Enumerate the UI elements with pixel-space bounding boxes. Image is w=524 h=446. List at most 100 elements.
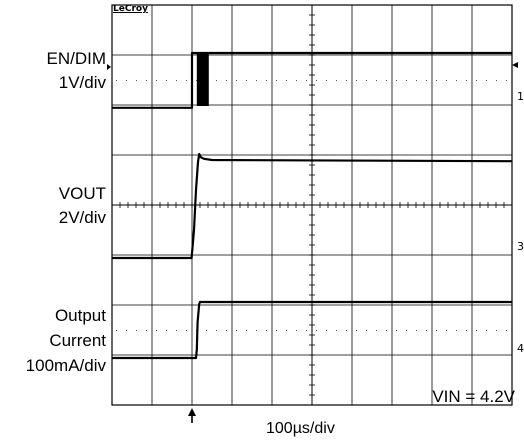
grid-dot — [166, 80, 167, 81]
grid-dot — [506, 80, 507, 81]
trigger-arrow-head — [188, 408, 196, 416]
grid-dot — [256, 80, 257, 81]
vin-annotation: VIN = 4.2V — [432, 387, 515, 406]
grid-dot — [406, 330, 407, 331]
grid-dot — [206, 330, 207, 331]
grid-dot — [196, 80, 197, 81]
grid-dot — [426, 80, 427, 81]
brand-logo: LeCroy — [113, 4, 148, 14]
grid-dot — [186, 80, 187, 81]
grid-dot — [446, 330, 447, 331]
grid-dot — [276, 80, 277, 81]
grid-dot — [316, 80, 317, 81]
grid-dot — [366, 80, 367, 81]
grid-dot — [276, 330, 277, 331]
grid-dot — [496, 80, 497, 81]
grid-dot — [266, 80, 267, 81]
waveform-traces — [112, 51, 513, 360]
trace-en_dim — [112, 51, 512, 109]
timebase-label: 100µs/div — [266, 420, 335, 437]
grid-dot — [446, 80, 447, 81]
grid-dot — [116, 80, 117, 81]
grid-dot — [246, 330, 247, 331]
grid-dot — [146, 330, 147, 331]
grid-dot — [496, 330, 497, 331]
grid-dot — [256, 330, 257, 331]
vout-label: VOUT — [58, 184, 106, 203]
grid-dot — [336, 80, 337, 81]
grid-dot — [116, 330, 117, 331]
grid-dot — [466, 330, 467, 331]
grid-dot — [266, 330, 267, 331]
grid-dot — [346, 330, 347, 331]
grid-dot — [376, 330, 377, 331]
trace-vout — [112, 152, 513, 260]
grid-dot — [176, 80, 177, 81]
en-dim-label: EN/DIM — [46, 49, 107, 68]
grid-dot — [136, 80, 137, 81]
pwm-burst-block — [196, 53, 209, 106]
grid-dot — [386, 80, 387, 81]
grid-dot — [156, 80, 157, 81]
grid-dot — [286, 330, 287, 331]
grid-dot — [136, 330, 137, 331]
grid-dot — [456, 80, 457, 81]
grid-dot — [236, 330, 237, 331]
grid-dot — [506, 330, 507, 331]
grid-dot — [486, 330, 487, 331]
output-current-scale-label: 100mA/div — [25, 356, 106, 375]
output-current-label-line1: Output — [54, 306, 106, 325]
grid-dot — [406, 80, 407, 81]
ch1-level-pointer — [512, 62, 518, 68]
grid-dot — [476, 330, 477, 331]
grid-dot — [236, 80, 237, 81]
grid-dot — [416, 330, 417, 331]
channel-4-marker: 4 — [517, 342, 524, 355]
grid-dot — [126, 330, 127, 331]
grid-dot — [146, 80, 147, 81]
grid-dot — [456, 330, 457, 331]
grid-dot — [216, 330, 217, 331]
grid-dot — [436, 80, 437, 81]
grid-dot — [476, 80, 477, 81]
grid-dot — [346, 80, 347, 81]
grid-dot — [306, 330, 307, 331]
grid-dot — [216, 80, 217, 81]
grid-dot — [166, 330, 167, 331]
grid-dot — [396, 330, 397, 331]
en-dim-scale-label: 1V/div — [58, 73, 106, 92]
grid-dot — [376, 80, 377, 81]
grid-dot — [246, 80, 247, 81]
grid-dot — [356, 80, 357, 81]
trace-output_current — [112, 300, 512, 360]
vout-scale-label: 2V/div — [58, 208, 106, 227]
grid-dot — [296, 80, 297, 81]
channel-1-marker: 1 — [517, 90, 524, 103]
grid-dot — [286, 80, 287, 81]
channel-3-marker: 3 — [517, 240, 524, 253]
grid-dot — [416, 80, 417, 81]
grid-dot — [186, 330, 187, 331]
graticule-grid — [111, 4, 513, 406]
grid-dot — [226, 80, 227, 81]
grid-dot — [466, 80, 467, 81]
grid-dot — [156, 330, 157, 331]
grid-dot — [226, 330, 227, 331]
trigger-marker — [107, 62, 518, 423]
grid-dot — [396, 80, 397, 81]
grid-dot — [486, 80, 487, 81]
en-dim-pointer — [107, 64, 111, 70]
grid-dot — [326, 330, 327, 331]
grid-dot — [296, 330, 297, 331]
output-current-label-line2: Current — [49, 331, 106, 350]
grid-dot — [306, 80, 307, 81]
grid-dot — [336, 330, 337, 331]
grid-dot — [356, 330, 357, 331]
grid-dot — [316, 330, 317, 331]
grid-dot — [126, 80, 127, 81]
grid-dot — [436, 330, 437, 331]
grid-dot — [176, 330, 177, 331]
en-dim-pwm-burst — [196, 53, 209, 106]
grid-dot — [366, 330, 367, 331]
